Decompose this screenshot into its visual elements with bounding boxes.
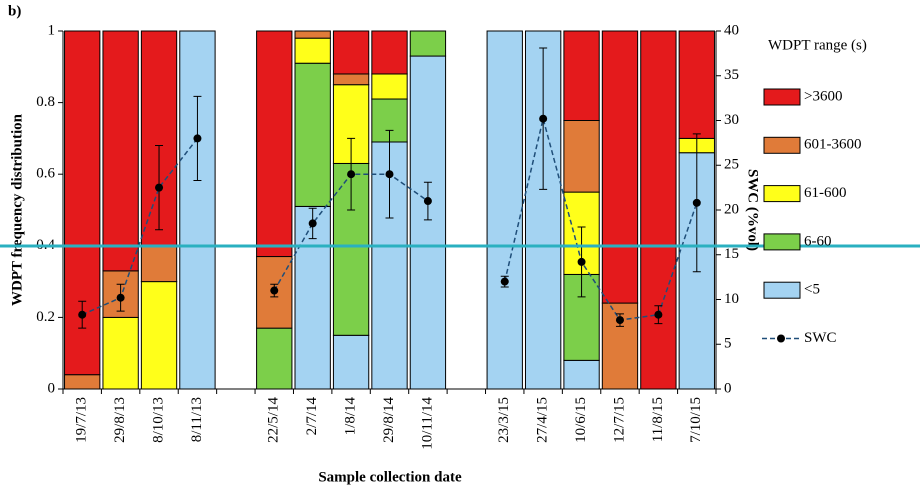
bar-segment [678,30,715,139]
swc-point [500,277,509,286]
x-tick-label: 27/4/15 [535,397,551,443]
legend-label: SWC [804,330,837,346]
x-tick-label: 23/3/15 [496,397,512,443]
y2-tick-label: 25 [724,157,739,173]
y2-tick-label: 20 [724,201,739,217]
legend-label: 601-3600 [804,137,862,153]
bar-segment [140,245,178,283]
bar-segment [601,30,639,304]
swc-point [116,293,125,302]
legend-swatch [763,136,801,154]
bar-segment [179,30,216,390]
y2-tick-label: 15 [724,246,739,262]
bar-segment [486,30,523,390]
y-tick-label: 0 [48,380,56,396]
legend-swatch [763,88,801,106]
bar-segment [563,30,600,121]
swc-point [577,257,586,266]
legend-label: 61-600 [804,185,847,201]
y2-tick-label: 35 [724,67,739,83]
y2-axis-title: SWC (%vol) [745,169,761,251]
bar-segment [371,73,408,100]
x-tick-label: 29/8/14 [381,397,397,443]
x-tick-label: 22/5/14 [266,397,282,443]
bar-segment [256,30,293,258]
y2-tick-label: 30 [724,112,739,128]
swc-point [423,197,432,206]
bar-segment [332,334,370,390]
bar-segment [256,327,293,390]
swc-point [308,219,317,228]
swc-point [270,286,279,295]
x-tick-label: 7/10/15 [688,397,704,443]
x-tick-label: 19/7/13 [74,397,90,443]
y2-tick-label: 5 [724,336,732,352]
legend-label: >3600 [804,88,842,104]
swc-point [193,134,202,143]
swc-point [615,316,624,325]
legend-title: WDPT range (s) [768,37,867,53]
y2-tick-label: 40 [724,22,739,38]
bar-segment [371,30,408,75]
x-tick-label: 29/8/13 [112,397,128,443]
bar-segment [294,62,331,207]
legend-swatch [763,185,801,203]
y-tick-label: 0.6 [36,166,55,182]
bar-segment [294,30,331,39]
swc-point [539,114,548,123]
y-tick-label: 1 [48,22,56,38]
y2-tick-label: 10 [724,291,739,307]
bar-segment [102,30,139,272]
y-tick-label: 0.2 [36,309,55,325]
swc-point [155,183,164,192]
x-tick-label: 10/11/14 [419,397,435,450]
bar-segment [409,55,447,390]
swc-point [385,170,394,179]
swc-point [78,310,87,319]
swc-point [654,310,663,319]
bar-segment [563,359,600,390]
x-tick-label: 2/7/14 [304,397,320,436]
bar-segment [102,316,139,390]
x-axis-title: Sample collection date [318,469,462,485]
bar-segment [332,73,370,86]
x-tick-label: 11/8/15 [650,397,666,442]
swc-point [347,170,356,179]
bar-segment [140,281,178,390]
legend-swatch-marker [777,334,785,343]
plot: 00.20.40.60.81051015202530354019/7/1329/… [36,22,739,449]
x-tick-label: 8/11/13 [189,397,205,442]
y2-tick-label: 0 [724,380,732,396]
legend-label: 6-60 [804,233,832,249]
legend-label: <5 [804,282,820,298]
y-tick-label: 0.8 [36,94,55,110]
panel-label: b) [8,3,21,19]
legend-swatch [763,233,801,251]
y-axis-title: WDPT frequency distribution [9,113,25,306]
swc-point [692,198,701,207]
bar-segment [294,37,331,64]
bar-segment [64,374,101,390]
x-tick-label: 10/6/15 [573,397,589,443]
bar-segment [409,30,447,57]
x-tick-label: 1/8/14 [343,397,359,436]
legend-swatch [763,281,801,299]
bar-segment [563,120,600,193]
bar-segment [332,30,370,75]
x-tick-label: 12/7/15 [611,397,627,443]
bar-segment [640,30,677,390]
x-tick-label: 8/10/13 [150,397,166,443]
